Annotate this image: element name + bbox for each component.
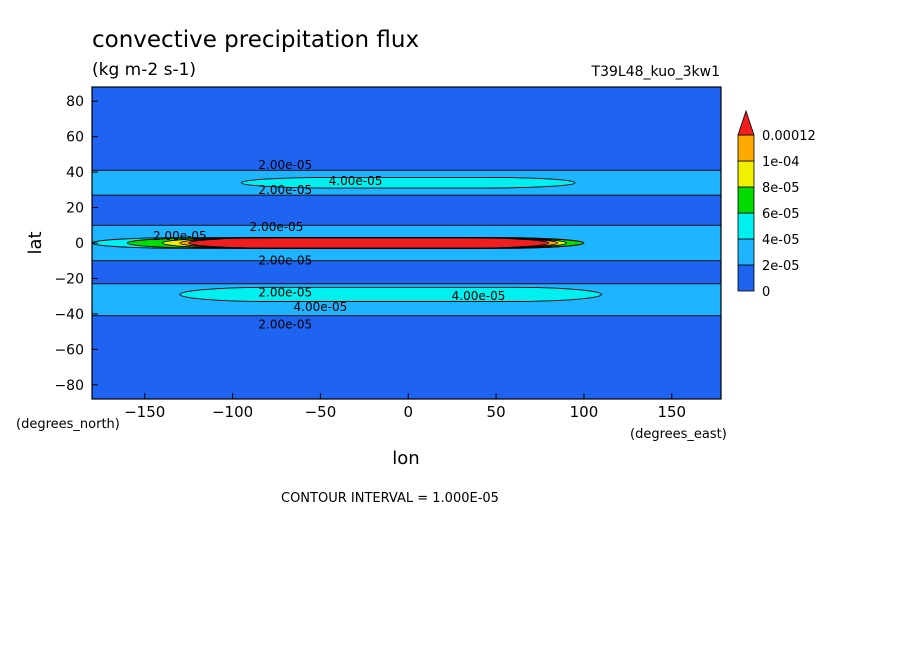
x-tick-label: 150 (657, 403, 686, 421)
contour-label: 4.00e-05 (329, 174, 383, 188)
colorbar-swatch (737, 238, 755, 266)
y-tick-label: −40 (54, 307, 84, 323)
y-tick-label: 40 (66, 165, 84, 181)
contour-line-southern-storm-track (179, 286, 602, 302)
chart-title: convective precipitation flux (92, 27, 419, 53)
dataset-label: T39L48_kuo_3kw1 (591, 64, 720, 80)
colorbar-label: 4e-05 (762, 233, 800, 248)
y-tick-label: 80 (66, 94, 84, 110)
x-tick-label: −150 (124, 403, 165, 421)
contour-label: 2.00e-05 (250, 220, 304, 234)
contour-label: 2.00e-05 (258, 286, 312, 300)
plot-area: 2.00e-054.00e-052.00e-052.00e-052.00e-05… (91, 86, 722, 400)
contour-line-northern-storm-track (240, 176, 576, 189)
colorbar-label: 6e-05 (762, 207, 800, 222)
y-tick-label: −80 (54, 378, 84, 394)
colorbar-swatch (737, 160, 755, 188)
y-tick-label: 60 (66, 130, 84, 146)
colorbar-overflow-triangle (737, 109, 755, 136)
colorbar: 0 2e-05 4e-05 6e-05 8e-05 1e-04 0.00012 (737, 109, 816, 300)
colorbar-swatch (737, 264, 755, 292)
contour-line-itcz-core (188, 237, 550, 249)
colorbar-label: 0 (762, 285, 770, 300)
x-axis-units: (degrees_east) (630, 427, 727, 442)
contour-label: 2.00e-05 (258, 158, 312, 172)
contour-region-itcz-core (188, 237, 549, 249)
x-tick-label: −100 (212, 403, 253, 421)
contour-label: 2.00e-05 (258, 254, 312, 268)
colorbar-swatch (737, 186, 755, 214)
chart-units: (kg m-2 s-1) (92, 60, 196, 80)
colorbar-label: 8e-05 (762, 181, 800, 196)
colorbar-swatch (737, 134, 755, 162)
contour-label: 2.00e-05 (258, 183, 312, 197)
y-axis-units: (degrees_north) (16, 417, 120, 432)
colorbar-label: 2e-05 (762, 259, 800, 274)
y-axis-label: lat (25, 231, 46, 254)
x-tick-label: 0 (403, 403, 413, 421)
contour-label: 2.00e-05 (258, 318, 312, 332)
x-axis-label: lon (392, 448, 419, 469)
contour-label: 4.00e-05 (294, 300, 348, 314)
y-tick-label: −60 (54, 342, 84, 358)
x-tick-label: −50 (305, 403, 337, 421)
contour-region-northern-storm-track (241, 177, 576, 189)
y-tick-label: −20 (54, 271, 84, 287)
contour-region-southern-storm-track (179, 287, 602, 302)
x-tick-label: 100 (570, 403, 599, 421)
colorbar-label: 1e-04 (762, 155, 800, 170)
y-tick-label: 0 (75, 236, 84, 252)
contour-label: 2.00e-05 (153, 229, 207, 243)
colorbar-label: 0.00012 (762, 129, 816, 144)
colorbar-swatch (737, 212, 755, 240)
contour-interval-note: CONTOUR INTERVAL = 1.000E-05 (281, 491, 499, 506)
contour-label: 4.00e-05 (452, 289, 506, 303)
x-tick-label: 50 (487, 403, 506, 421)
y-tick-label: 20 (66, 201, 84, 217)
